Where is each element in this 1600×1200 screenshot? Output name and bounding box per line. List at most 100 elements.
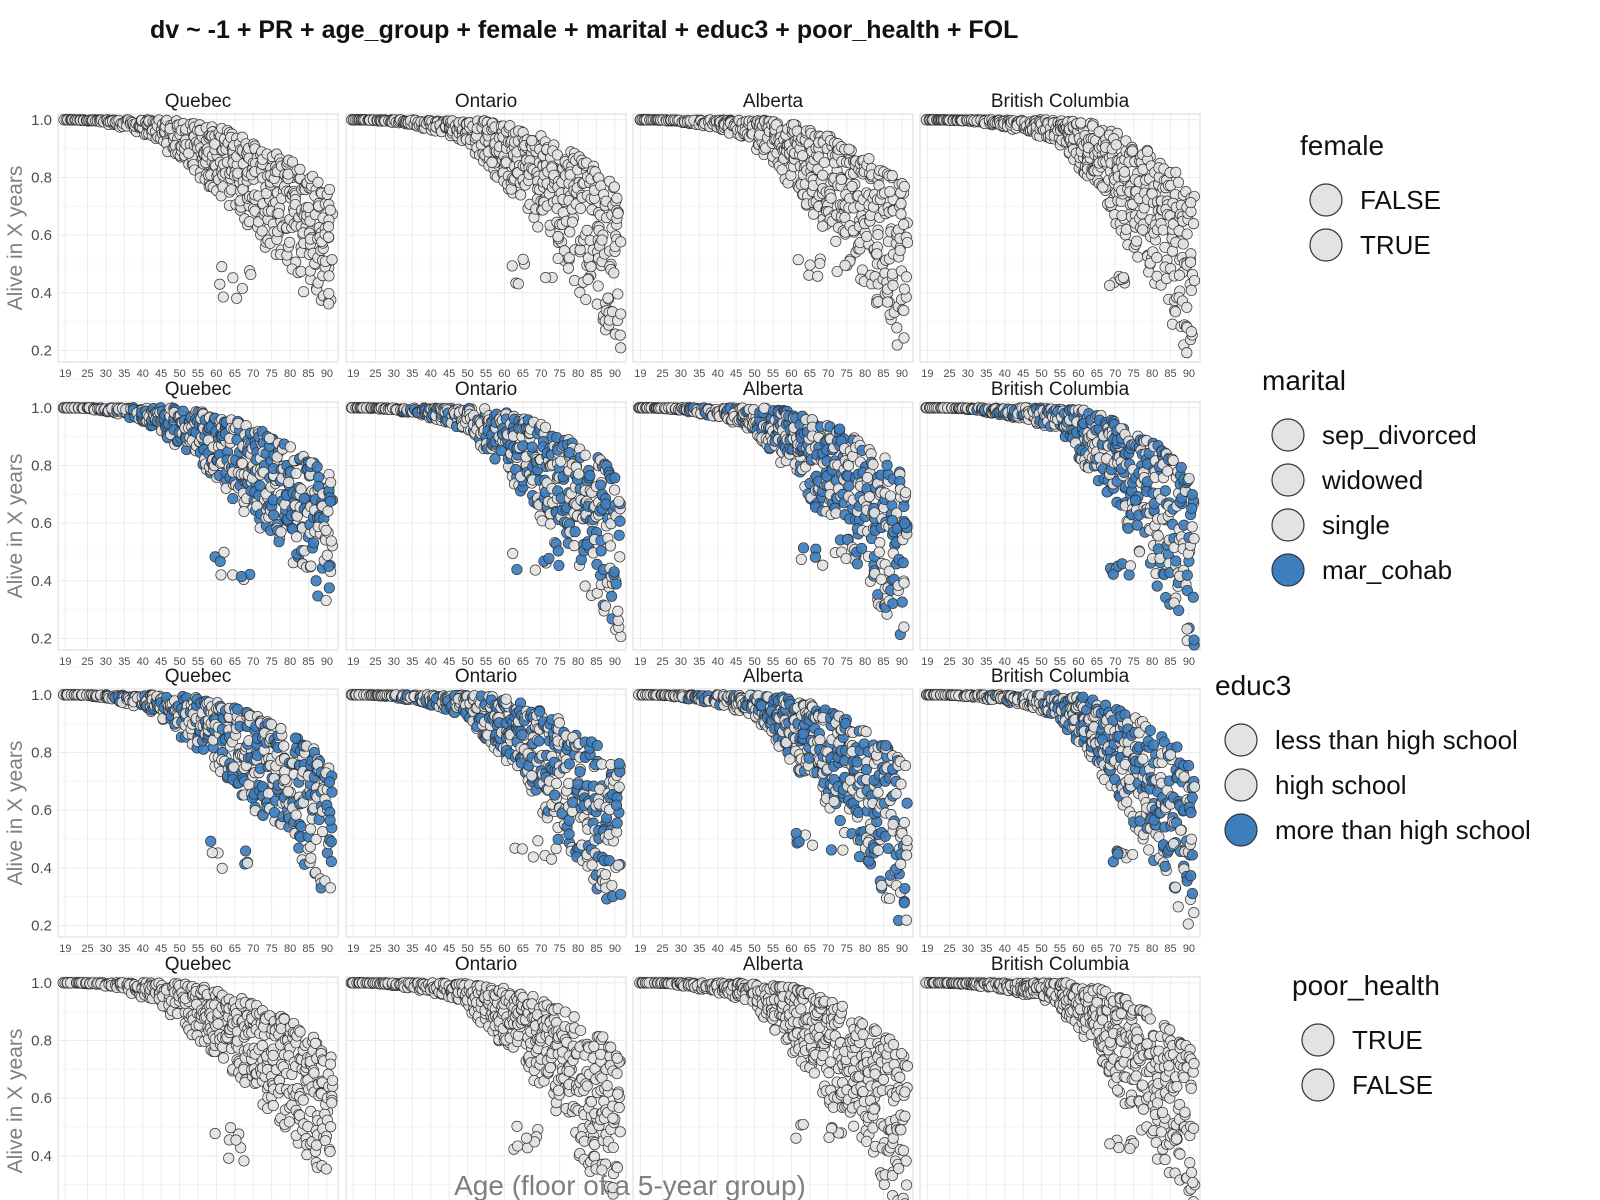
- facet-strip-label: Alberta: [743, 91, 804, 112]
- x-tick-label: 30: [388, 656, 400, 668]
- scatter-point: [1132, 251, 1144, 263]
- scatter-point: [295, 265, 307, 277]
- scatter-point: [215, 569, 227, 581]
- scatter-point: [812, 270, 824, 282]
- x-tick-label: 90: [321, 368, 333, 380]
- scatter-point: [209, 138, 221, 150]
- y-tick-label: 0.4: [31, 285, 52, 302]
- scatter-point: [552, 252, 564, 265]
- x-tick-label: 90: [896, 656, 908, 668]
- scatter-point: [323, 287, 335, 300]
- scatter-point: [1104, 279, 1116, 291]
- scatter-point: [322, 231, 335, 243]
- scatter-point: [896, 596, 908, 608]
- x-tick-label: 85: [302, 656, 314, 668]
- x-tick-label: 35: [406, 368, 418, 380]
- x-tick-label: 90: [609, 656, 621, 668]
- scatter-point: [612, 288, 624, 300]
- x-tick-label: 25: [943, 368, 955, 380]
- scatter-point: [1169, 306, 1182, 318]
- scatter-point: [897, 557, 909, 569]
- x-tick-label: 70: [535, 656, 547, 668]
- scatter-point: [817, 169, 829, 181]
- scatter-point: [575, 202, 587, 214]
- x-tick-label: 19: [634, 368, 646, 380]
- scatter-point: [599, 600, 612, 612]
- scatter-point: [846, 180, 858, 192]
- scatter-point: [615, 342, 627, 354]
- scatter-point: [566, 216, 578, 228]
- x-tick-label: 65: [229, 368, 241, 380]
- scatter-point: [830, 507, 842, 519]
- scatter-point: [515, 189, 527, 201]
- scatter-point: [610, 578, 622, 590]
- scatter-point: [562, 262, 574, 274]
- scatter-point: [320, 594, 332, 607]
- scatter-point: [818, 156, 830, 169]
- x-tick-label: 40: [712, 368, 724, 380]
- scatter-point: [835, 173, 847, 186]
- scatter-point: [894, 244, 906, 257]
- scatter-point: [552, 231, 564, 243]
- scatter-point: [227, 272, 239, 284]
- x-tick-label: 19: [634, 656, 646, 668]
- scatter-point: [596, 234, 608, 246]
- x-tick-label: 70: [822, 656, 834, 668]
- x-tick-label: 65: [517, 368, 529, 380]
- scatter-point: [305, 560, 317, 572]
- scatter-point: [843, 143, 855, 155]
- x-tick-label: 80: [859, 368, 871, 380]
- scatter-point: [612, 614, 624, 626]
- scatter-point: [615, 631, 627, 643]
- x-tick-label: 40: [425, 368, 437, 380]
- scatter-point: [294, 163, 306, 175]
- scatter-point: [322, 505, 334, 517]
- facet-strip-label: Ontario: [455, 91, 517, 112]
- scatter-point: [843, 480, 855, 492]
- scatter-point: [526, 441, 538, 453]
- chart-title: dv ~ -1 + PR + age_group + female + mari…: [150, 16, 1018, 44]
- x-tick-label: 75: [841, 656, 853, 668]
- scatter-point: [872, 229, 884, 241]
- scatter-point: [873, 546, 885, 558]
- scatter-point: [885, 490, 897, 502]
- scatter-point: [585, 261, 597, 273]
- y-tick-label: 0.6: [31, 515, 52, 532]
- x-tick-label: 85: [877, 368, 889, 380]
- scatter-point: [552, 545, 564, 557]
- scatter-point: [291, 531, 303, 543]
- scatter-point: [615, 308, 627, 320]
- scatter-point: [825, 192, 837, 204]
- x-tick-label: 50: [173, 368, 185, 380]
- x-tick-label: 70: [247, 656, 259, 668]
- x-tick-label: 65: [517, 656, 529, 668]
- x-tick-label: 85: [877, 656, 889, 668]
- scatter-point: [895, 198, 907, 210]
- scatter-point: [324, 495, 337, 507]
- scatter-point: [1152, 530, 1164, 542]
- scatter-point: [579, 449, 591, 461]
- x-tick-label: 75: [266, 368, 278, 380]
- facet-strip-label: Quebec: [165, 91, 232, 112]
- scatter-point: [290, 467, 302, 479]
- scatter-point: [284, 441, 296, 453]
- scatter-point: [227, 493, 239, 505]
- scatter-point: [325, 476, 337, 489]
- scatter-point: [231, 292, 243, 304]
- scatter-point: [564, 226, 576, 238]
- scatter-point: [217, 291, 229, 303]
- scatter-point: [579, 580, 591, 592]
- scatter-point: [256, 225, 268, 237]
- scatter-point: [595, 479, 607, 491]
- scatter-point: [214, 278, 226, 290]
- x-tick-label: 35: [118, 656, 130, 668]
- scatter-point: [326, 254, 338, 266]
- scatter-point: [238, 505, 250, 518]
- scatter-point: [863, 491, 875, 503]
- scatter-point: [613, 495, 625, 507]
- scatter-point: [867, 458, 879, 470]
- scatter-point: [323, 298, 335, 310]
- scatter-point: [581, 224, 593, 236]
